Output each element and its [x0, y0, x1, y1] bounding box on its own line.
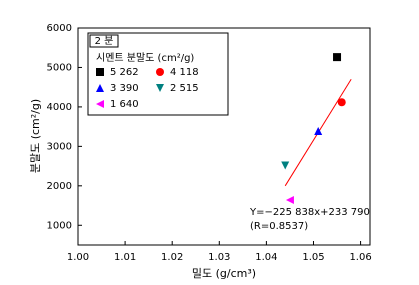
marker: [156, 84, 164, 92]
x-axis-label: 밀도 (g/cm³): [192, 267, 256, 280]
marker: [156, 68, 164, 76]
marker: [96, 68, 104, 76]
marker: [333, 53, 342, 62]
marker: [314, 126, 323, 135]
x-tick-label: 1.02: [161, 252, 183, 263]
legend-tag: 2 분: [95, 35, 114, 47]
x-tick-label: 1.01: [114, 252, 136, 263]
y-tick-label: 1000: [47, 220, 72, 231]
x-tick-label: 1.06: [349, 252, 371, 263]
plot-frame: [77, 27, 371, 246]
y-tick-label: 5000: [47, 62, 72, 73]
marker: [96, 100, 104, 108]
y-tick-label: 3000: [47, 141, 72, 152]
x-tick-label: 1.05: [302, 252, 324, 263]
y-axis-label: 분말도 (cm²/g): [29, 99, 42, 173]
annotation: Y=−225 838x+233 790: [249, 207, 370, 218]
x-tick-label: 1.04: [255, 252, 277, 263]
x-tick-label: 1.00: [67, 252, 89, 263]
marker: [337, 98, 346, 107]
annotation: (R=0.8537): [250, 221, 308, 232]
legend-title: 시멘트 분말도 (cm²/g): [96, 52, 194, 64]
marker: [281, 161, 290, 170]
legend-label: 3 390: [110, 83, 139, 94]
marker: [96, 84, 104, 92]
y-tick-label: 2000: [47, 181, 72, 192]
legend-label: 1 640: [110, 99, 139, 110]
y-tick-label: 6000: [47, 23, 72, 34]
y-tick-label: 4000: [47, 102, 72, 113]
legend-label: 4 118: [170, 67, 199, 78]
x-tick-label: 1.03: [208, 252, 230, 263]
marker: [285, 196, 294, 205]
legend-tag-box: [89, 34, 119, 48]
legend-label: 2 515: [170, 83, 199, 94]
legend-label: 5 262: [110, 67, 139, 78]
